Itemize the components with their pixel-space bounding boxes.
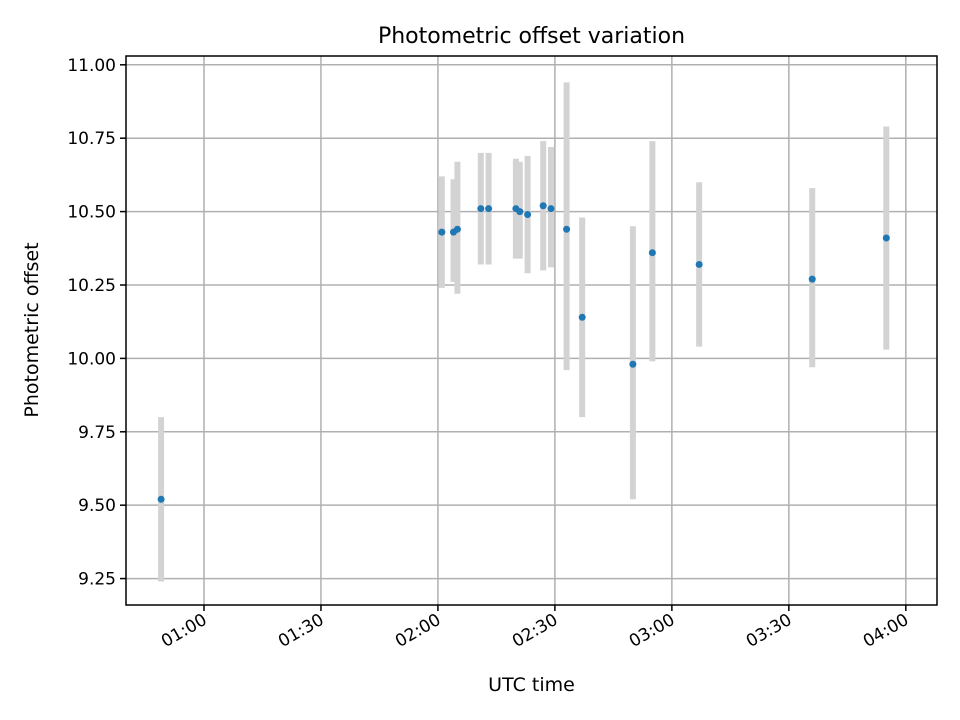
data-point (882, 234, 890, 242)
data-point (477, 205, 485, 213)
y-tick-label: 9.50 (78, 496, 116, 516)
y-axis-label: Photometric offset (21, 242, 43, 417)
y-tick-label: 10.50 (67, 203, 116, 223)
data-point (539, 202, 547, 210)
data-point (547, 205, 555, 213)
grid-lines (126, 56, 937, 605)
data-point (157, 495, 165, 503)
data-point (808, 275, 816, 283)
data-point (485, 205, 493, 213)
data-point (516, 208, 524, 216)
y-tick-label: 10.00 (67, 349, 116, 369)
data-point (629, 360, 637, 368)
y-tick-label: 9.75 (78, 423, 116, 443)
data-point (648, 249, 656, 257)
data-point (578, 313, 586, 321)
data-point (453, 225, 461, 233)
data-point (438, 228, 446, 236)
y-tick-label: 10.25 (67, 276, 116, 296)
data-points (157, 202, 890, 503)
y-tick-label: 10.75 (67, 129, 116, 149)
data-point (563, 225, 571, 233)
x-axis-label: UTC time (488, 674, 575, 696)
chart-title: Photometric offset variation (378, 24, 685, 49)
y-tick-label: 9.25 (78, 570, 116, 590)
data-point (695, 260, 703, 268)
plot-frame (125, 55, 938, 606)
y-tick-label: 11.00 (67, 56, 116, 76)
data-point (524, 211, 532, 219)
